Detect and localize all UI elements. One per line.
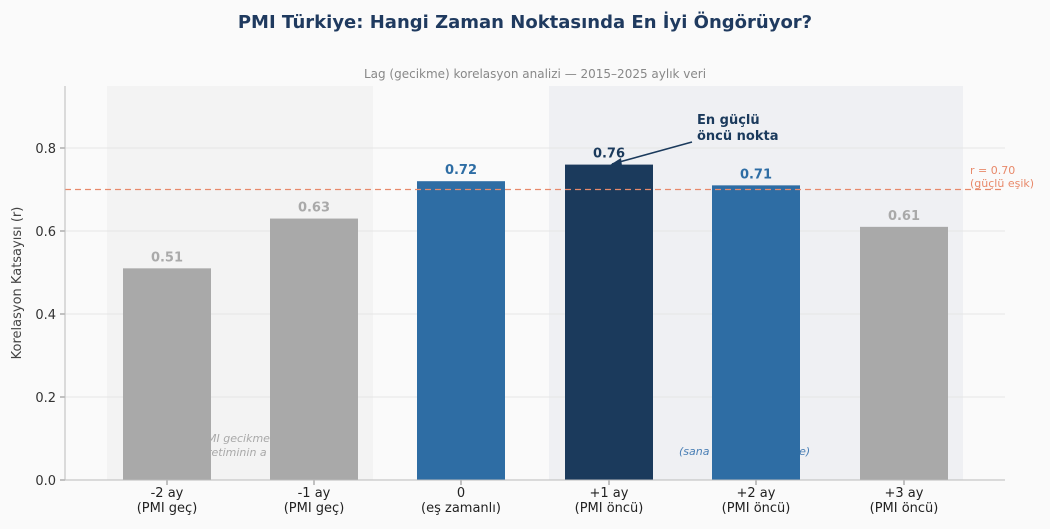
y-tick-label: 0.8 — [35, 142, 56, 157]
x-tick-label: -2 ay — [151, 486, 184, 501]
y-tick-label: 0.0 — [35, 474, 56, 489]
bar-value-label: 0.76 — [593, 147, 625, 162]
bar — [565, 164, 653, 480]
x-tick-label: +1 ay — [590, 486, 629, 501]
threshold-label-1: r = 0.70 — [970, 164, 1015, 177]
x-tick-label: (PMI geç) — [137, 501, 198, 516]
x-tick-label: -1 ay — [298, 486, 331, 501]
y-axis-label: Korelasyon Katsayısı (r) — [10, 207, 25, 360]
bar-value-label: 0.51 — [151, 250, 183, 265]
y-tick-label: 0.4 — [35, 308, 56, 323]
left-region-note-1: MI gecikme — [207, 432, 270, 445]
bar — [860, 226, 948, 480]
annotation-line-1: En güçlü — [697, 113, 760, 128]
x-tick-label: (PMI geç) — [284, 501, 345, 516]
x-tick-label: (PMI öncü) — [575, 501, 644, 516]
bar-value-label: 0.61 — [888, 209, 920, 224]
chart-subtitle: Lag (gecikme) korelasyon analizi — 2015–… — [364, 67, 706, 81]
x-tick-label: (PMI öncü) — [870, 501, 939, 516]
threshold-label-2: (güçlü eşik) — [970, 177, 1034, 190]
bar — [123, 268, 211, 480]
annotation-line-2: öncü nokta — [697, 129, 779, 144]
x-tick-label: (eş zamanlı) — [421, 501, 501, 516]
bar — [417, 181, 505, 480]
x-tick-label: +3 ay — [885, 486, 924, 501]
bar-value-label: 0.63 — [298, 201, 330, 216]
annotation-arrow — [611, 141, 693, 165]
bar-value-label: 0.71 — [740, 167, 772, 182]
y-tick-label: 0.2 — [35, 391, 56, 406]
y-tick-label: 0.6 — [35, 225, 56, 240]
bar-value-label: 0.72 — [445, 163, 477, 178]
chart-title: PMI Türkiye: Hangi Zaman Noktasında En İ… — [238, 11, 812, 33]
left-region-note-2: retiminin a — [207, 446, 267, 459]
x-tick-label: (PMI öncü) — [722, 501, 791, 516]
bar — [712, 185, 800, 480]
x-tick-label: +2 ay — [737, 486, 776, 501]
annotation-arrowhead — [610, 158, 622, 166]
bar — [270, 218, 358, 481]
x-tick-label: 0 — [457, 486, 465, 501]
